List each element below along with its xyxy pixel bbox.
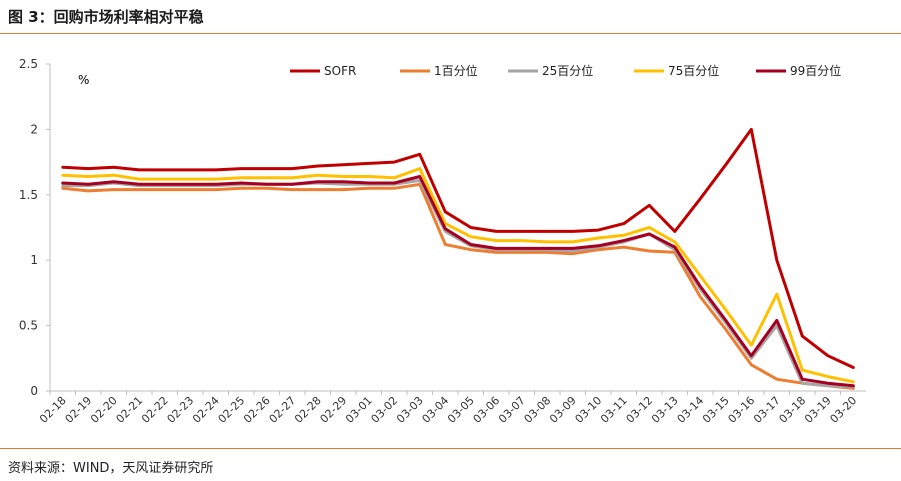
y-tick-label: 0 <box>30 384 38 398</box>
chart-legend: SOFR 1百分位 25百分位 75百分位 99百分位 <box>290 63 841 78</box>
top-divider <box>0 33 901 34</box>
x-tick-label: 02-29 <box>318 394 350 426</box>
legend-label: SOFR <box>324 64 356 78</box>
series-line-1 <box>61 182 855 390</box>
line-chart: 2.521.510.50 02-1802-1902-2002-2102-2202… <box>19 57 866 426</box>
legend-label: 99百分位 <box>790 63 841 78</box>
legend-label: 25百分位 <box>542 63 593 78</box>
series-line-3 <box>61 167 855 384</box>
x-tick-label: 03-20 <box>828 394 860 426</box>
x-tick-label: 03-01 <box>343 394 375 426</box>
x-tick-label: 02-26 <box>241 394 273 426</box>
x-tick-label: 03-11 <box>598 394 630 426</box>
x-tick-label: 02-20 <box>88 394 120 426</box>
series-line-2 <box>61 178 855 389</box>
x-tick-labels: 02-1802-1902-2002-2102-2202-2302-2402-25… <box>37 391 859 426</box>
y-unit-label: % <box>78 73 89 87</box>
x-tick-label: 02-27 <box>267 394 299 426</box>
x-tick-label: 02-18 <box>37 394 69 426</box>
x-tick-label: 03-19 <box>802 394 834 426</box>
y-tick-labels: 2.5 2 1.5 1 0.5 0 <box>19 57 50 398</box>
x-tick-label: 02-22 <box>139 394 171 426</box>
x-tick-label: 03-13 <box>649 394 681 426</box>
legend-label: 75百分位 <box>668 63 719 78</box>
series-lines <box>61 127 855 390</box>
x-tick-label: 02-23 <box>165 394 197 426</box>
y-tick-label: 0.5 <box>19 319 38 333</box>
y-tick-label: 1.5 <box>19 188 38 202</box>
x-tick-label: 03-04 <box>420 394 452 426</box>
x-tick-label: 03-02 <box>369 394 401 426</box>
series-line-4 <box>61 175 855 388</box>
x-tick-label: 03-12 <box>624 394 656 426</box>
x-tick-label: 03-14 <box>675 394 707 426</box>
chart-axes <box>49 64 866 392</box>
x-tick-label: 02-19 <box>63 394 95 426</box>
legend-label: 1百分位 <box>434 63 478 78</box>
x-tick-label: 03-03 <box>394 394 426 426</box>
x-tick-label: 03-05 <box>445 394 477 426</box>
x-tick-label: 03-15 <box>700 394 732 426</box>
y-tick-label: 1 <box>30 253 38 267</box>
x-tick-label: 02-25 <box>216 394 248 426</box>
x-tick-label: 02-21 <box>114 394 146 426</box>
x-tick-label: 03-06 <box>471 394 503 426</box>
x-tick-label: 03-09 <box>547 394 579 426</box>
source-note: 资料来源：WIND，天风证券研究所 <box>8 461 214 476</box>
x-tick-label: 02-24 <box>190 394 222 426</box>
x-tick-label: 03-07 <box>496 394 528 426</box>
y-tick-label: 2.5 <box>19 57 38 71</box>
y-tick-label: 2 <box>30 122 38 136</box>
x-tick-label: 02-28 <box>292 394 324 426</box>
x-tick-label: 03-16 <box>726 394 758 426</box>
series-line-0 <box>61 127 855 369</box>
figure-title: 图 3：回购市场利率相对平稳 <box>8 8 204 26</box>
bottom-divider <box>0 448 901 449</box>
x-tick-label: 03-18 <box>777 394 809 426</box>
x-tick-label: 03-08 <box>522 394 554 426</box>
x-tick-label: 03-17 <box>751 394 783 426</box>
x-tick-label: 03-10 <box>573 394 605 426</box>
